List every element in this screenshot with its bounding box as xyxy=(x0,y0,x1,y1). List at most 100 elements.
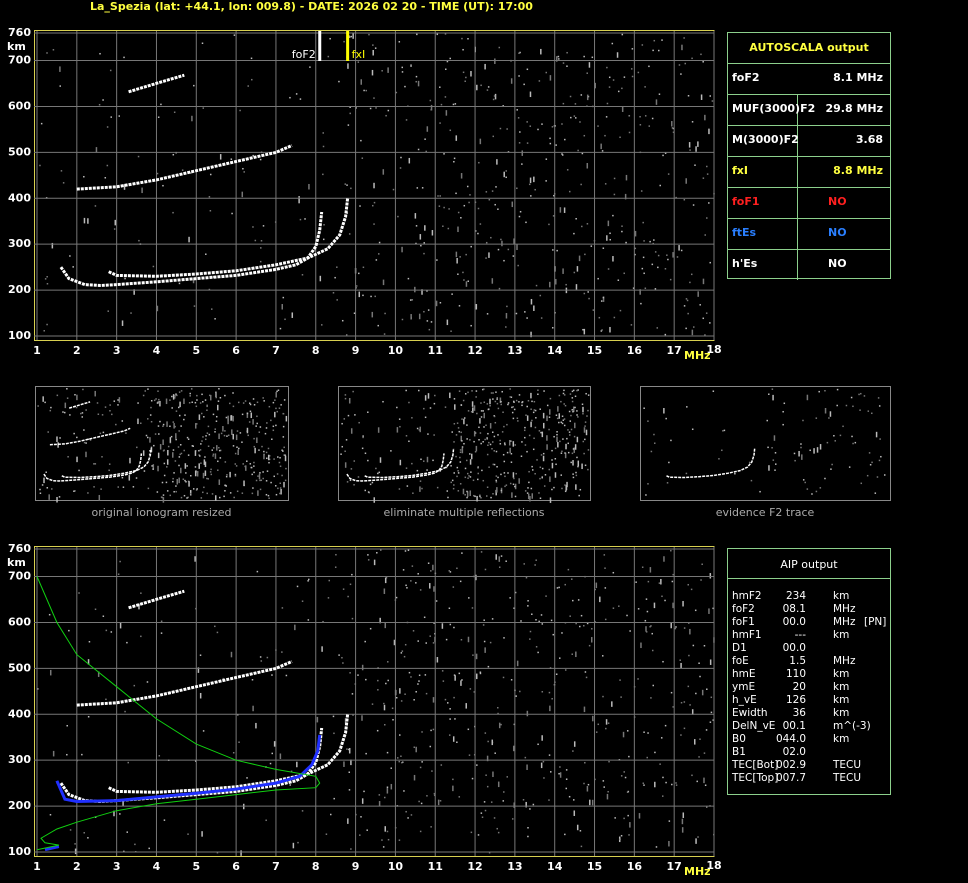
noise-dot xyxy=(559,207,562,213)
noise-dot xyxy=(222,677,224,680)
noise-dot xyxy=(419,480,422,482)
noise-dot xyxy=(502,800,505,802)
noise-dot xyxy=(442,225,444,227)
noise-dot xyxy=(655,99,658,105)
noise-dot xyxy=(651,632,653,635)
noise-dot xyxy=(156,402,159,404)
noise-dot xyxy=(543,777,545,779)
aip-cell: [PN] xyxy=(864,616,886,628)
noise-dot xyxy=(191,115,193,122)
marker-label: fxI xyxy=(352,48,366,61)
noise-dot xyxy=(269,762,272,765)
noise-dot xyxy=(466,496,468,499)
noise-dot xyxy=(248,402,251,404)
noise-dot xyxy=(514,483,517,490)
noise-dot xyxy=(586,72,588,74)
noise-dot xyxy=(497,476,499,479)
noise-dot xyxy=(687,95,690,97)
noise-dot xyxy=(456,567,458,570)
noise-dot xyxy=(381,839,383,841)
noise-dot xyxy=(453,626,455,629)
noise-dot xyxy=(449,57,451,60)
noise-dot xyxy=(575,471,577,474)
noise-dot xyxy=(472,407,474,413)
noise-dot xyxy=(497,208,499,210)
noise-dot xyxy=(462,271,464,274)
noise-dot xyxy=(584,425,586,427)
noise-dot xyxy=(127,761,129,764)
noise-dot xyxy=(640,302,642,305)
noise-dot xyxy=(101,414,104,416)
noise-dot xyxy=(348,771,351,774)
noise-dot xyxy=(540,317,543,319)
noise-dot xyxy=(209,394,212,401)
noise-dot xyxy=(558,413,561,419)
noise-dot xyxy=(147,418,149,420)
noise-dot xyxy=(798,450,800,457)
noise-dot xyxy=(353,460,356,462)
noise-dot xyxy=(250,57,253,60)
noise-dot xyxy=(281,474,283,477)
noise-dot xyxy=(133,684,136,687)
noise-dot xyxy=(265,427,268,429)
noise-dot xyxy=(160,620,163,623)
noise-dot xyxy=(370,295,372,298)
noise-dot xyxy=(347,818,349,824)
noise-dot xyxy=(532,803,535,806)
noise-dot xyxy=(212,413,215,416)
noise-dot xyxy=(629,630,631,632)
noise-dot xyxy=(576,410,578,412)
noise-dot xyxy=(214,318,216,320)
noise-dot xyxy=(400,700,403,702)
noise-dot xyxy=(613,177,616,180)
noise-dot xyxy=(268,455,271,457)
noise-dot xyxy=(565,283,567,286)
noise-dot xyxy=(470,471,472,473)
noise-dot xyxy=(342,662,344,664)
noise-dot xyxy=(229,471,231,478)
noise-dot xyxy=(658,93,661,95)
noise-dot xyxy=(800,443,802,445)
noise-dot xyxy=(361,798,364,804)
noise-dot xyxy=(241,441,243,443)
noise-dot xyxy=(497,434,499,436)
noise-dot xyxy=(477,232,479,235)
noise-dot xyxy=(373,223,375,225)
noise-dot xyxy=(150,420,153,423)
noise-dot xyxy=(505,560,507,562)
noise-dot xyxy=(643,731,645,733)
noise-dot xyxy=(560,474,563,476)
noise-dot xyxy=(504,475,506,478)
noise-dot xyxy=(327,597,330,599)
noise-dot xyxy=(87,837,89,839)
aip-cell: B0 xyxy=(732,733,746,745)
noise-dot xyxy=(484,732,487,734)
noise-dot xyxy=(175,433,177,439)
noise-dot xyxy=(415,225,418,227)
noise-dot xyxy=(154,433,157,435)
noise-dot xyxy=(321,646,323,652)
noise-dot xyxy=(592,715,594,722)
autoscala-label: MUF(3000)F2 xyxy=(732,102,815,115)
noise-dot xyxy=(530,195,532,197)
noise-dot xyxy=(297,841,299,844)
noise-dot xyxy=(674,627,677,630)
noise-dot xyxy=(498,556,501,562)
noise-dot xyxy=(500,555,503,557)
noise-dot xyxy=(640,642,642,649)
noise-dot xyxy=(257,475,259,477)
noise-dot xyxy=(648,125,651,127)
noise-dot xyxy=(270,481,272,484)
noise-dot xyxy=(487,740,489,743)
noise-dot xyxy=(505,326,507,328)
noise-dot xyxy=(579,121,581,123)
noise-dot xyxy=(587,394,590,396)
noise-dot xyxy=(782,423,784,426)
noise-dot xyxy=(180,390,183,392)
noise-dot xyxy=(683,198,686,201)
noise-dot xyxy=(772,459,775,461)
thumbnail-caption: eliminate multiple reflections xyxy=(384,506,545,519)
noise-dot xyxy=(457,211,460,214)
noise-dot xyxy=(235,465,238,467)
noise-dot xyxy=(666,254,668,256)
